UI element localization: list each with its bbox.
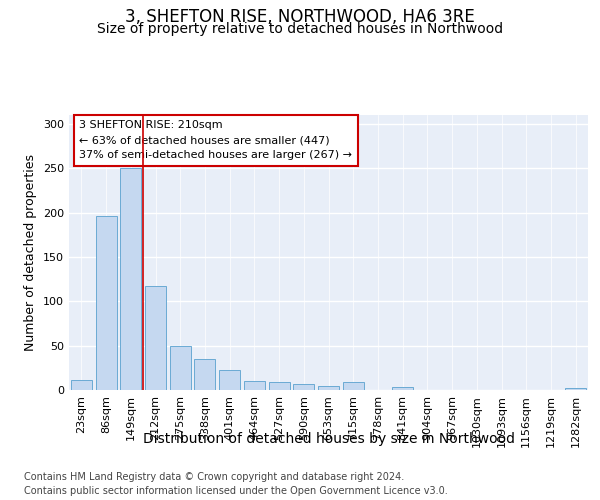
- Bar: [170, 346, 191, 390]
- Text: Contains public sector information licensed under the Open Government Licence v3: Contains public sector information licen…: [24, 486, 448, 496]
- Text: Contains HM Land Registry data © Crown copyright and database right 2024.: Contains HM Land Registry data © Crown c…: [24, 472, 404, 482]
- Bar: [244, 381, 265, 390]
- Bar: [71, 380, 92, 390]
- Bar: [95, 216, 116, 390]
- Bar: [120, 168, 141, 390]
- Bar: [318, 386, 339, 390]
- Text: 3 SHEFTON RISE: 210sqm
← 63% of detached houses are smaller (447)
37% of semi-de: 3 SHEFTON RISE: 210sqm ← 63% of detached…: [79, 120, 352, 160]
- Text: Size of property relative to detached houses in Northwood: Size of property relative to detached ho…: [97, 22, 503, 36]
- Bar: [145, 286, 166, 390]
- Y-axis label: Number of detached properties: Number of detached properties: [25, 154, 37, 351]
- Bar: [219, 370, 240, 390]
- Bar: [194, 359, 215, 390]
- Bar: [343, 382, 364, 390]
- Text: Distribution of detached houses by size in Northwood: Distribution of detached houses by size …: [143, 432, 515, 446]
- Bar: [565, 388, 586, 390]
- Bar: [269, 382, 290, 390]
- Bar: [293, 384, 314, 390]
- Text: 3, SHEFTON RISE, NORTHWOOD, HA6 3RE: 3, SHEFTON RISE, NORTHWOOD, HA6 3RE: [125, 8, 475, 26]
- Bar: [392, 388, 413, 390]
